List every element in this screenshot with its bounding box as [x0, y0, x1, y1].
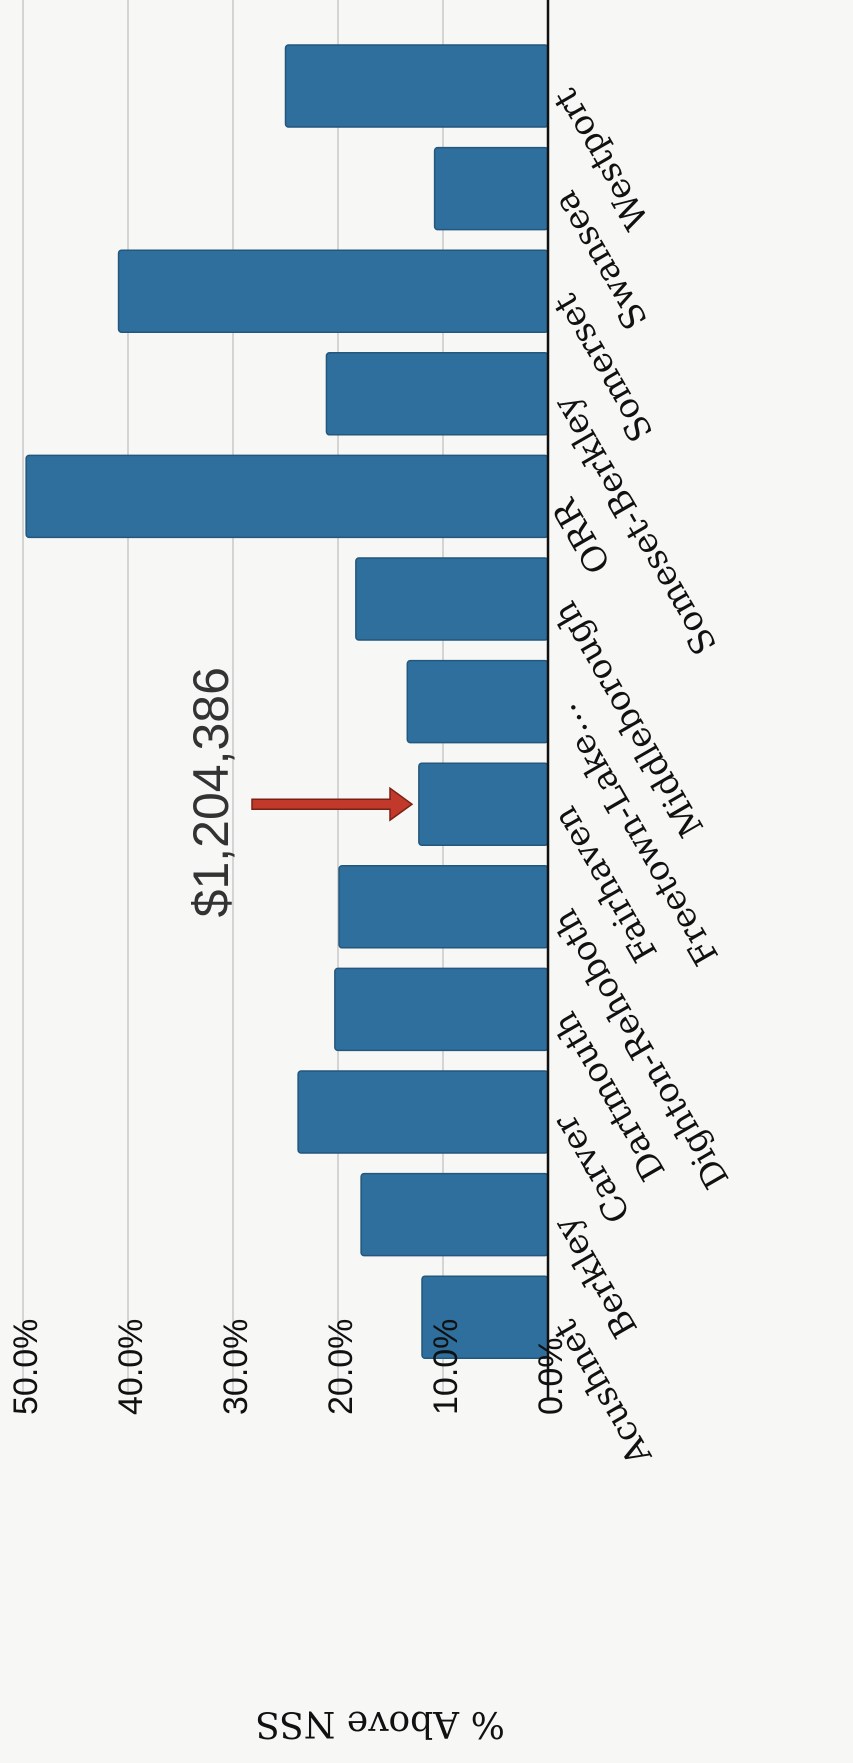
y-tick-label: 0.0% — [532, 1338, 570, 1416]
y-tick-label: 30.0% — [217, 1319, 255, 1415]
annotation-text: $1,204,386 — [183, 667, 239, 917]
bar-someset-berkley — [325, 352, 549, 436]
y-tick-label: 10.0% — [427, 1319, 465, 1415]
bar-freetown-lake- — [406, 659, 549, 744]
y-tick-label: 40.0% — [112, 1319, 150, 1415]
bar-fairhaven — [418, 762, 549, 846]
bar-westport — [284, 44, 549, 128]
category-labels: AcushnetBerkleyCarverDartmouthDighton-Re… — [544, 81, 737, 1472]
bar-somerset — [117, 249, 549, 333]
bar-dighton-rehoboth — [338, 865, 549, 949]
y-tick-label: 50.0% — [7, 1319, 45, 1415]
bar-dartmouth — [334, 967, 549, 1052]
annotation-arrow — [251, 786, 414, 822]
bar-swansea — [433, 146, 549, 231]
y-tick-labels: 0.0% 10.0% 20.0% 30.0% 40.0% 50.0% — [7, 1319, 570, 1415]
bar-middleborough — [355, 557, 549, 641]
bar-orr — [25, 454, 549, 539]
bar-carver — [297, 1070, 549, 1154]
bars — [25, 44, 549, 1359]
annotation: $1,204,386 — [183, 667, 414, 917]
grid-lines — [22, 0, 444, 1395]
y-axis-title: % Above NSS — [255, 1703, 505, 1744]
bar-berkley — [360, 1172, 549, 1257]
y-tick-label: 20.0% — [322, 1319, 360, 1415]
